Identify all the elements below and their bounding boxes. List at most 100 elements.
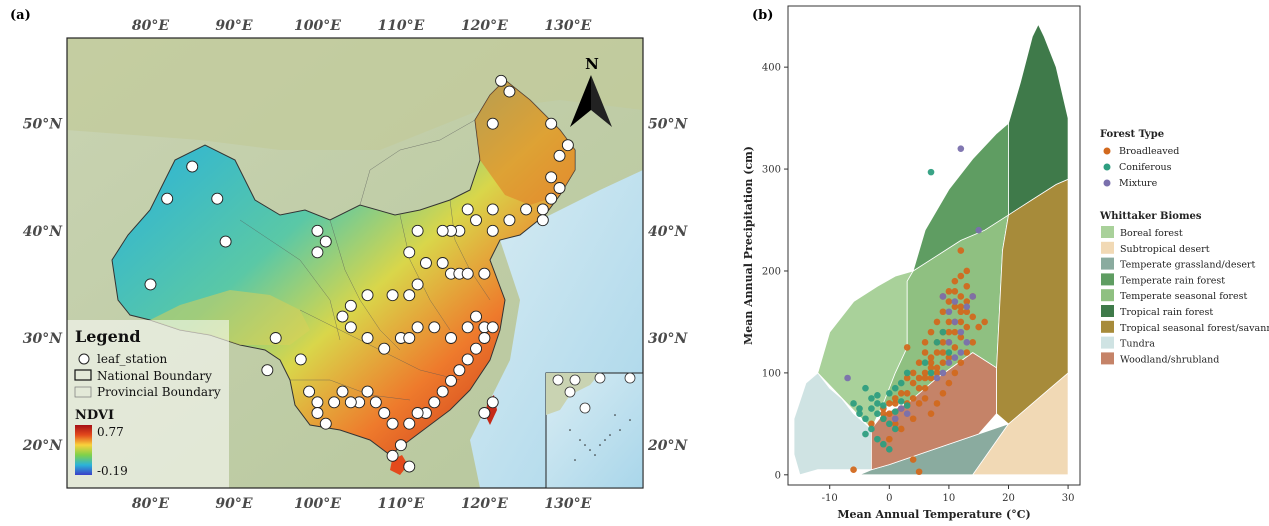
point-broadleaved xyxy=(903,344,911,351)
point-broadleaved xyxy=(957,308,965,316)
station-point xyxy=(453,364,466,377)
point-coniferous xyxy=(850,400,857,407)
station-point xyxy=(545,117,558,130)
point-broadleaved xyxy=(886,435,893,443)
lat-tick-right-40: 40°N xyxy=(648,224,688,240)
point-mixture xyxy=(951,318,959,326)
point-broadleaved xyxy=(939,389,947,397)
point-mixture xyxy=(945,359,953,367)
point-broadleaved xyxy=(921,395,929,402)
point-broadleaved xyxy=(915,400,923,407)
y-tick-label: 100 xyxy=(762,368,781,379)
legend-station-label: leaf_station xyxy=(97,352,168,366)
point-mixture xyxy=(957,349,965,356)
station-point xyxy=(536,203,549,216)
station-point xyxy=(461,203,474,216)
point-broadleaved xyxy=(891,420,899,428)
legend-swatch-temperate-rain-forest xyxy=(1101,273,1114,286)
point-broadleaved xyxy=(945,318,953,326)
lat-tick-right-30: 30°N xyxy=(648,331,688,347)
legend-swatch-temperate-grassland-desert xyxy=(1101,257,1114,270)
station-point xyxy=(461,321,474,334)
station-point xyxy=(436,257,449,269)
lon-tick-top-120: 120°E xyxy=(461,18,508,34)
ndvi-title: NDVI xyxy=(75,408,114,423)
point-broadleaved xyxy=(963,349,971,356)
point-broadleaved xyxy=(897,389,905,397)
station-point xyxy=(344,299,357,312)
point-coniferous xyxy=(897,398,905,405)
point-broadleaved xyxy=(957,333,965,341)
point-broadleaved xyxy=(945,328,953,336)
station-point xyxy=(361,385,374,398)
x-tick-label: 20 xyxy=(1002,493,1015,504)
map-legend: Legend leaf_station National Boundary Pr… xyxy=(74,327,221,478)
point-coniferous xyxy=(921,359,929,367)
legend-swatch-boreal-forest xyxy=(1101,226,1114,238)
legend-swatch-tundra xyxy=(1101,336,1114,349)
station-point xyxy=(344,321,357,334)
lon-tick-bottom-130: 130°E xyxy=(544,496,591,512)
point-broadleaved xyxy=(951,369,959,377)
legend-label-subtropical-desert: Subtropical desert xyxy=(1120,244,1210,255)
basemap-north-steppe xyxy=(67,38,643,150)
point-broadleaved xyxy=(909,369,917,377)
station-point xyxy=(269,332,282,344)
point-broadleaved xyxy=(927,354,935,361)
map-legend-title: Legend xyxy=(75,327,141,346)
point-broadleaved xyxy=(927,410,935,417)
station-point xyxy=(445,332,457,344)
station-point xyxy=(411,407,424,419)
legend-swatch-broadleaved xyxy=(1103,147,1111,155)
point-broadleaved xyxy=(927,359,935,367)
point-broadleaved xyxy=(927,374,935,382)
point-broadleaved xyxy=(963,323,971,331)
point-broadleaved xyxy=(963,308,971,316)
point-broadleaved xyxy=(880,410,887,417)
point-broadleaved xyxy=(933,318,941,326)
point-mixture xyxy=(939,369,947,377)
station-point xyxy=(361,289,374,302)
point-mixture xyxy=(844,374,851,382)
station-point xyxy=(294,353,307,366)
legend-provincial-symbol xyxy=(74,386,92,398)
point-coniferous xyxy=(868,405,875,412)
legend-label-tropical-rain-forest: Tropical rain forest xyxy=(1120,307,1213,318)
station-point xyxy=(495,74,508,87)
lat-tick-left-30: 30°N xyxy=(23,331,63,347)
legend-label-coniferous: Coniferous xyxy=(1119,162,1172,173)
legend-swatch-mixture xyxy=(1103,179,1111,187)
point-broadleaved xyxy=(951,328,959,336)
legend-provincial-label: Provincial Boundary xyxy=(97,385,221,399)
point-coniferous xyxy=(939,328,947,336)
station-point xyxy=(361,332,374,344)
point-broadleaved xyxy=(963,282,971,290)
lat-tick-right-20: 20°N xyxy=(647,438,688,454)
point-broadleaved xyxy=(945,354,953,361)
point-broadleaved xyxy=(945,288,953,295)
station-point xyxy=(219,235,232,248)
station-point xyxy=(386,449,399,462)
panel-a-label: (a) xyxy=(10,8,31,23)
lon-tick-top-90: 90°E xyxy=(215,18,252,34)
x-tick-label: 10 xyxy=(943,493,956,504)
y-tick-label: 200 xyxy=(762,266,781,277)
point-broadleaved xyxy=(933,349,941,356)
point-coniferous xyxy=(886,420,893,428)
station-point xyxy=(545,171,558,184)
station-point xyxy=(403,332,416,344)
x-axis-label: Mean Annual Temperature (°C) xyxy=(837,508,1030,521)
point-broadleaved xyxy=(963,298,971,305)
station-point xyxy=(394,439,407,452)
biome-tropical-rain-forest xyxy=(1008,23,1069,216)
point-coniferous xyxy=(856,410,863,417)
point-coniferous xyxy=(856,405,863,412)
point-broadleaved xyxy=(903,389,911,397)
point-broadleaved xyxy=(909,415,917,423)
legend-swatch-tropical-seasonal-forest-savanna xyxy=(1101,320,1114,333)
ndvi-station-map: N 80°E 80°E 90°E 90°E 100°E 100°E 110°E 110°E 12… xyxy=(22,18,689,512)
station-point xyxy=(520,203,533,216)
inset-stations xyxy=(552,372,636,414)
point-broadleaved xyxy=(957,359,965,367)
